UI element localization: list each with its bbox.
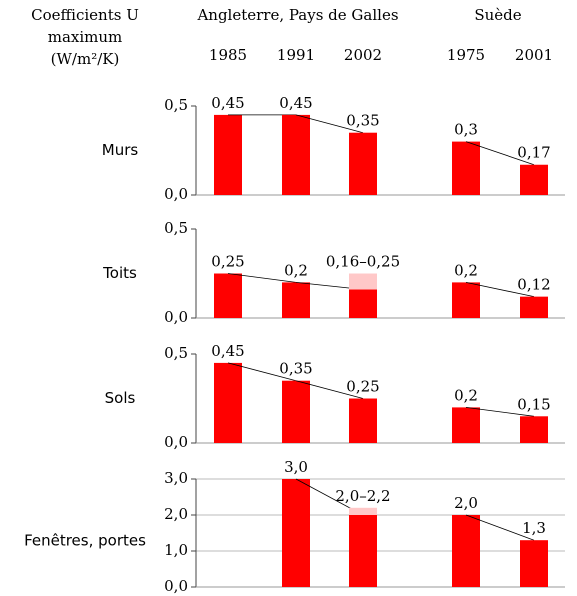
value-label: 2,0–2,2 <box>335 487 390 505</box>
bar <box>282 479 310 587</box>
row-label: Toits <box>102 264 137 282</box>
bar <box>214 273 242 318</box>
value-label: 0,3 <box>454 121 478 139</box>
trend-line <box>227 362 297 382</box>
bar <box>282 282 310 318</box>
column-label: 1985 <box>209 46 247 64</box>
value-label: 0,25 <box>211 253 244 271</box>
value-label: 0,35 <box>346 112 379 130</box>
bar <box>282 114 310 195</box>
value-label: 0,17 <box>517 144 550 162</box>
bar <box>520 164 548 195</box>
value-label: 0,35 <box>279 360 312 378</box>
y-tick-label: 0,5 <box>164 96 188 114</box>
trend-line <box>465 514 535 541</box>
bar <box>349 132 377 195</box>
column-label: 2001 <box>515 46 553 64</box>
group-label: Angleterre, Pays de Galles <box>196 6 398 24</box>
value-label: 0,16–0,25 <box>326 253 400 271</box>
bar <box>452 515 480 587</box>
trend-line <box>295 380 364 399</box>
y-tick-label: 0,0 <box>164 308 188 326</box>
value-label: 0,12 <box>517 276 550 294</box>
bar <box>214 362 242 443</box>
y-tick-label: 0,0 <box>164 185 188 203</box>
bar <box>520 540 548 587</box>
bar <box>349 515 377 587</box>
bar <box>214 114 242 195</box>
trend-line <box>465 282 535 298</box>
row-label: Sols <box>105 389 136 407</box>
column-label: 1975 <box>447 46 485 64</box>
group-label: Suède <box>474 6 521 24</box>
y-tick-label: 3,0 <box>164 469 188 487</box>
bar <box>452 407 480 443</box>
value-label: 0,45 <box>211 342 244 360</box>
value-label: 0,2 <box>454 261 478 279</box>
value-label: 0,2 <box>284 261 308 279</box>
bar <box>520 416 548 443</box>
y-tick-label: 0,5 <box>164 219 188 237</box>
row-label: Fenêtres, portes <box>24 532 146 550</box>
value-label: 0,25 <box>346 378 379 396</box>
bar <box>452 282 480 318</box>
trend-line <box>465 141 535 166</box>
value-label: 0,15 <box>517 395 550 413</box>
y-tick-label: 0,0 <box>164 577 188 595</box>
header-title: Coefficients U <box>31 6 139 24</box>
bar <box>520 296 548 318</box>
header-title: maximum <box>48 28 123 46</box>
header-title: (W/m²/K) <box>51 50 120 68</box>
y-tick-label: 2,0 <box>164 505 188 523</box>
bar <box>282 380 310 443</box>
value-label: 0,45 <box>211 94 244 112</box>
trend-line <box>465 407 535 417</box>
value-label: 1,3 <box>522 519 546 537</box>
value-label: 2,0 <box>454 494 478 512</box>
bar <box>349 398 377 443</box>
value-label: 3,0 <box>284 458 308 476</box>
column-label: 2002 <box>344 46 382 64</box>
row-label: Murs <box>102 141 139 159</box>
y-tick-label: 0,0 <box>164 433 188 451</box>
value-label: 0,2 <box>454 386 478 404</box>
y-tick-label: 1,0 <box>164 541 188 559</box>
trend-line <box>295 114 364 134</box>
bar <box>349 289 377 318</box>
y-tick-label: 0,5 <box>164 344 188 362</box>
column-label: 1991 <box>277 46 315 64</box>
trend-line <box>227 273 297 283</box>
bar <box>452 141 480 195</box>
value-label: 0,45 <box>279 94 312 112</box>
